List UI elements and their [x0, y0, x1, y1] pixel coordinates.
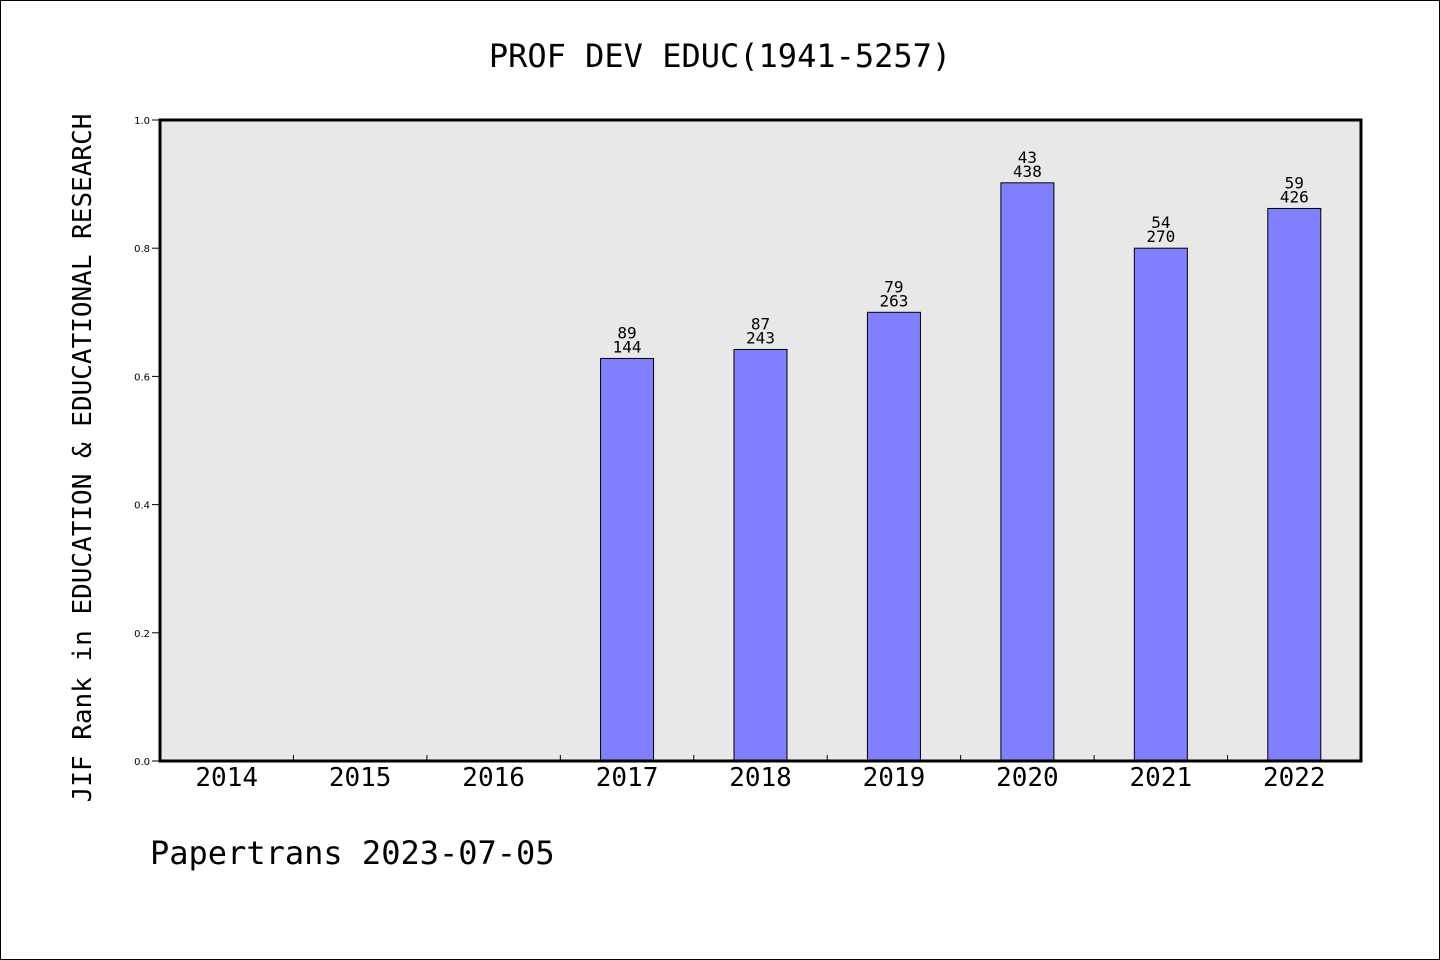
bar — [1267, 207, 1322, 762]
bar-rank-label: 43 — [1018, 148, 1037, 167]
x-tick-label: 2019 — [863, 763, 926, 793]
bar-total-label: 438 — [1013, 162, 1042, 181]
bar — [866, 311, 921, 762]
chart-title: PROF DEV EDUC(1941-5257) — [489, 37, 951, 75]
y-tick-label: 0.8 — [134, 244, 150, 255]
x-tick-label: 2016 — [462, 763, 525, 793]
y-tick-label: 0.0 — [134, 757, 150, 768]
bar — [1000, 182, 1055, 762]
bar-total-label: 144 — [613, 337, 642, 356]
x-tick-label: 2021 — [1130, 763, 1193, 793]
x-tick-label: 2018 — [729, 763, 792, 793]
bar-total-label: 263 — [879, 291, 908, 310]
bar-total-label: 426 — [1280, 187, 1309, 206]
x-tick-label: 2017 — [596, 763, 659, 793]
x-tick-label: 2015 — [329, 763, 392, 793]
bar — [600, 357, 655, 762]
bar-total-label: 270 — [1146, 227, 1175, 246]
bar-rank-label: 54 — [1151, 213, 1170, 232]
bar-rank-label: 87 — [751, 314, 770, 333]
bar — [733, 348, 788, 762]
axis-ticks: 2014 2015 2016 2017 2018 2019 2020 2021 2022 0.0 0… — [134, 116, 1325, 793]
bar-rank-label: 89 — [617, 323, 636, 342]
bar-total-label: 243 — [746, 328, 775, 347]
plot-frame — [158, 118, 1363, 763]
bar-rank-label: 79 — [884, 277, 903, 296]
y-tick-label: 0.6 — [134, 372, 150, 383]
bar-rank-label: 59 — [1285, 173, 1304, 192]
x-tick-label: 2020 — [996, 763, 1059, 793]
y-tick-label: 0.4 — [134, 501, 150, 512]
bar — [1133, 247, 1188, 762]
y-tick-label: 0.2 — [134, 629, 150, 640]
x-tick-label: 2022 — [1263, 763, 1326, 793]
y-axis-label: JIF Rank in EDUCATION & EDUCATIONAL RESE… — [68, 114, 98, 803]
y-tick-label: 1.0 — [134, 116, 150, 127]
x-tick-label: 2014 — [195, 763, 258, 793]
footer-label: Papertrans 2023-07-05 — [150, 834, 555, 872]
